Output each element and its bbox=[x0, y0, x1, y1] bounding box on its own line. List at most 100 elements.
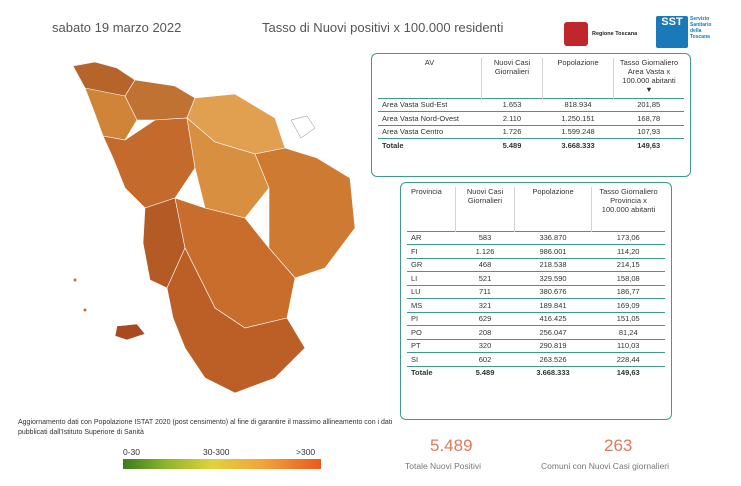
prov-cell: 151,05 bbox=[591, 311, 665, 326]
prov-cell: 629 bbox=[455, 311, 515, 326]
prov-cell: LI bbox=[407, 271, 456, 285]
legend-gradient bbox=[123, 459, 321, 469]
prov-cell: 986.001 bbox=[514, 244, 592, 258]
prov-cell: 218.538 bbox=[514, 257, 592, 272]
av-header-cases[interactable]: Nuovi Casi Giornalieri bbox=[481, 58, 543, 98]
prov-cell: 208 bbox=[455, 325, 515, 339]
total-row[interactable]: Totale 5.489 3.668.333 149,63 bbox=[378, 138, 684, 152]
prov-total-cell: 149,63 bbox=[591, 365, 665, 379]
total-positive-value: 5.489 bbox=[430, 436, 473, 455]
total-positive-label: Totale Nuovi Positivi bbox=[405, 461, 482, 471]
prov-cell: 416.425 bbox=[514, 311, 592, 326]
prov-header-pop[interactable]: Popolazione bbox=[514, 187, 592, 231]
prov-cell: 711 bbox=[455, 284, 515, 299]
prov-cell: 158,08 bbox=[591, 271, 665, 285]
av-cell: 1.726 bbox=[481, 124, 543, 139]
prov-cell: LU bbox=[407, 284, 456, 299]
av-cell: 818.934 bbox=[542, 97, 614, 112]
table-row[interactable]: Area Vasta Sud-Est 1.653 818.934 201,85 bbox=[378, 97, 684, 112]
prov-cell: 468 bbox=[455, 257, 515, 272]
table-row[interactable]: PI 629 416.425 151,05 bbox=[407, 311, 665, 326]
prov-cell: 380.676 bbox=[514, 284, 592, 299]
island-dot bbox=[83, 308, 87, 312]
prov-cell: 320 bbox=[455, 338, 515, 353]
prov-total-cell: Totale bbox=[407, 365, 456, 379]
av-header-rate-text: Tasso Giornaliero Area Vasta x 100.000 a… bbox=[619, 58, 679, 85]
prov-cell: GR bbox=[407, 257, 456, 272]
table-row[interactable]: GR 468 218.538 214,15 bbox=[407, 257, 665, 272]
total-row[interactable]: Totale 5.489 3.668.333 149,63 bbox=[407, 365, 665, 379]
prov-cell: 290.819 bbox=[514, 338, 592, 353]
map-region-arezzo[interactable] bbox=[254, 147, 356, 279]
table-row[interactable]: FI 1.126 986.001 114,20 bbox=[407, 244, 665, 258]
map-region-pistoia[interactable] bbox=[124, 79, 196, 121]
prov-header-rate[interactable]: Tasso Giornaliero Provincia x 100.000 ab… bbox=[591, 187, 665, 231]
map-region-elba[interactable] bbox=[114, 323, 146, 341]
prov-cell: 214,15 bbox=[591, 257, 665, 272]
av-header-pop[interactable]: Popolazione bbox=[542, 58, 614, 98]
table-row[interactable]: LU 711 380.676 186,77 bbox=[407, 284, 665, 299]
prov-cell: 256.047 bbox=[514, 325, 592, 339]
prov-table: Provincia Nuovi Casi Giornalieri Popolaz… bbox=[407, 187, 665, 379]
av-header-rate[interactable]: Tasso Giornaliero Area Vasta x 100.000 a… bbox=[613, 58, 684, 98]
prov-cell: PT bbox=[407, 338, 456, 353]
table-row[interactable]: MS 321 189.841 169,09 bbox=[407, 298, 665, 312]
prov-total-cell: 5.489 bbox=[455, 365, 515, 379]
page-title: Tasso di Nuovi positivi x 100.000 reside… bbox=[262, 20, 504, 35]
prov-cell: 336.870 bbox=[514, 230, 592, 245]
av-total-cell: 5.489 bbox=[481, 138, 543, 152]
legend-low: 0-30 bbox=[123, 447, 141, 457]
prov-cell: 602 bbox=[455, 352, 515, 366]
prov-cell: 110,03 bbox=[591, 338, 665, 353]
map-region-grosseto[interactable] bbox=[166, 247, 306, 394]
prov-cell: MS bbox=[407, 298, 456, 312]
av-total-cell: 149,63 bbox=[613, 138, 684, 152]
prov-cell: 173,06 bbox=[591, 230, 665, 245]
prov-header-cases[interactable]: Nuovi Casi Giornalieri bbox=[455, 187, 515, 231]
prov-total-cell: 3.668.333 bbox=[514, 365, 592, 379]
tuscany-map[interactable] bbox=[55, 58, 375, 403]
update-note: Aggiornamento dati con Popolazione ISTAT… bbox=[18, 419, 393, 436]
av-cell: 201,85 bbox=[613, 97, 684, 112]
regione-toscana-logo: Regione Toscana bbox=[564, 20, 639, 48]
prov-cell: 186,77 bbox=[591, 284, 665, 299]
av-total-cell: 3.668.333 bbox=[542, 138, 614, 152]
av-cell: 2.110 bbox=[481, 111, 543, 125]
comuni-label: Comuni con Nuovi Casi giornalieri bbox=[541, 461, 670, 471]
table-row[interactable]: SI 602 263.526 228,44 bbox=[407, 352, 665, 366]
av-table-panel: AV Nuovi Casi Giornalieri Popolazione Ta… bbox=[371, 53, 691, 177]
table-row[interactable]: Area Vasta Centro 1.726 1.599.248 107,93 bbox=[378, 124, 684, 139]
map-region-pisa[interactable] bbox=[102, 117, 196, 209]
av-cell: 1.250.151 bbox=[542, 111, 614, 125]
table-row[interactable]: Area Vasta Nord-Ovest 2.110 1.250.151 16… bbox=[378, 111, 684, 125]
prov-header-provincia[interactable]: Provincia bbox=[411, 187, 442, 196]
legend-high: >300 bbox=[296, 447, 316, 457]
table-row[interactable]: AR 583 336.870 173,06 bbox=[407, 230, 665, 245]
prov-cell: FI bbox=[407, 244, 456, 258]
legend-mid: 30-300 bbox=[203, 447, 230, 457]
prov-cell: SI bbox=[407, 352, 456, 366]
av-cell: Area Vasta Centro bbox=[378, 124, 482, 139]
table-row[interactable]: LI 521 329.590 158,08 bbox=[407, 271, 665, 285]
prov-cell: 263.526 bbox=[514, 352, 592, 366]
map-region-firenze[interactable] bbox=[186, 117, 270, 219]
prov-cell: 228,44 bbox=[591, 352, 665, 366]
prov-cell: 521 bbox=[455, 271, 515, 285]
table-row[interactable]: PT 320 290.819 110,03 bbox=[407, 338, 665, 353]
prov-cell: 114,20 bbox=[591, 244, 665, 258]
prov-cell: 189.841 bbox=[514, 298, 592, 312]
av-header-area[interactable]: AV bbox=[424, 58, 435, 67]
prov-cell: 329.590 bbox=[514, 271, 592, 285]
map-region-white[interactable] bbox=[290, 115, 316, 139]
sort-desc-icon[interactable]: ▼ bbox=[645, 85, 653, 94]
region-name: Regione Toscana bbox=[592, 31, 638, 37]
av-total-cell: Totale bbox=[378, 138, 482, 152]
av-table: AV Nuovi Casi Giornalieri Popolazione Ta… bbox=[378, 58, 684, 152]
island-dot bbox=[73, 278, 77, 282]
prov-cell: PO bbox=[407, 325, 456, 339]
sst-logo: SST Servizio Sanitario della Toscana bbox=[656, 16, 718, 50]
prov-cell: 583 bbox=[455, 230, 515, 245]
prov-cell: PI bbox=[407, 311, 456, 326]
table-row[interactable]: PO 208 256.047 81,24 bbox=[407, 325, 665, 339]
av-cell: Area Vasta Sud-Est bbox=[378, 97, 482, 112]
